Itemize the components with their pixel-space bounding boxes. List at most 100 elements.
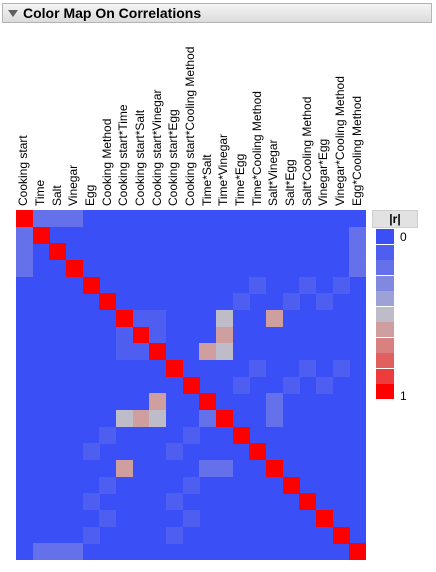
heatmap-cell: 0.2 (349, 243, 367, 261)
heatmap-cell: 0.1 (299, 360, 317, 377)
heatmap-cell: 0.1 (299, 276, 317, 294)
heatmap-cell: 0.1 (332, 360, 350, 377)
legend-title: |r| (372, 210, 418, 228)
heatmap-cell: 1 (266, 460, 283, 477)
column-label: Cooking start (16, 135, 31, 206)
column-label: Vinegar (66, 164, 81, 206)
column-label: Time (33, 179, 47, 206)
heatmap-cell: 1 (66, 260, 83, 277)
column-label: Salt*Vinegar (266, 139, 281, 207)
heatmap-cell: 1 (199, 393, 217, 411)
legend-max-label: 1 (400, 389, 407, 403)
heatmap-cell: 1 (316, 510, 333, 527)
legend-swatch (376, 275, 394, 291)
column-label: Egg (83, 184, 97, 206)
heatmap-cell: 0.1 (166, 493, 183, 511)
heatmap-cell: 0.5 (216, 310, 233, 327)
column-label: Cooking start*Cooling Method (183, 46, 197, 206)
heatmap-cell: 0.1 (182, 476, 200, 494)
heatmap-cell: 0.1 (316, 293, 333, 311)
heatmap-cell: 0.1 (249, 360, 267, 377)
heatmap-cell: 0.1 (249, 276, 267, 294)
heatmap-cell: 0.05 (116, 326, 133, 344)
heatmap-cell: 1 (216, 410, 233, 427)
heatmap-cell: 0.1 (166, 526, 183, 544)
heatmap-cell: 0.1 (82, 526, 100, 544)
legend-swatch (376, 353, 394, 368)
heatmap-cell: 0.05 (132, 343, 150, 361)
legend-swatch (376, 291, 394, 306)
legend-min-label: 0 (400, 230, 407, 244)
legend-swatch (376, 229, 394, 244)
column-label: Salt (49, 185, 64, 206)
legend-swatch (376, 244, 394, 260)
heatmap-cell: 0.1 (99, 476, 117, 494)
column-label: Time*Egg (233, 153, 247, 206)
heatmap-cell: 1 (299, 493, 317, 511)
heatmap-cell: 1 (82, 276, 100, 294)
heatmap-cell: 0.1 (282, 293, 300, 311)
column-label: Vinegar*Egg (316, 138, 331, 206)
heatmap-cell: 1 (232, 426, 250, 444)
heatmap-cell: 0.1 (82, 443, 100, 461)
heatmap-cell: 0.2 (32, 543, 50, 561)
heatmap-cell: 0.1 (182, 426, 200, 444)
legend-swatch (376, 322, 394, 337)
legend-swatch (376, 260, 394, 275)
column-label: Cooking start*Vinegar (149, 89, 164, 206)
heatmap-cell: 0.2 (66, 210, 83, 227)
heatmap-cell: 0.1 (82, 493, 100, 511)
heatmap-cell: 0.2 (49, 543, 67, 561)
heatmap-cell: 0.05 (149, 326, 167, 344)
heatmap-cell: 0.05 (132, 310, 150, 327)
heatmap-cell: 1 (149, 343, 167, 361)
triangle-down-icon[interactable] (8, 9, 18, 17)
heatmap-cell: 1 (132, 326, 150, 344)
heatmap-cell: 0.2 (349, 226, 367, 244)
heatmap-cell: 1 (116, 310, 133, 327)
heatmap-cell: 0.6 (149, 393, 167, 411)
heatmap-cell: 1 (166, 360, 183, 377)
heatmap-cell: 0.1 (232, 293, 250, 311)
legend-swatch (376, 306, 394, 322)
legend-swatch (376, 384, 394, 399)
heatmap-cell: 0.2 (16, 243, 33, 261)
panel-header[interactable]: Color Map On Correlations (2, 3, 432, 23)
heatmap-cell: 0.2 (216, 460, 233, 477)
heatmap-cell: 1 (49, 243, 67, 261)
heatmap-cell: 0.1 (332, 276, 350, 294)
column-label: Cooking Method (99, 118, 114, 206)
column-label: Salt*Egg (283, 159, 297, 206)
heatmap-cell: 0.1 (166, 443, 183, 461)
heatmap-cell: 1 (99, 293, 117, 311)
heatmap-cell: 0.2 (266, 393, 283, 411)
column-label: Time*Salt (199, 154, 214, 206)
heatmap-cell: 0.6 (199, 343, 217, 361)
panel-title: Color Map On Correlations (23, 5, 202, 21)
legend-swatch (376, 337, 394, 353)
heatmap-cell: 1 (332, 526, 350, 544)
heatmap-cell: 0.5 (149, 410, 167, 427)
column-label: Time*Cooling Method (249, 91, 264, 206)
heatmap-cell: 0.2 (66, 543, 83, 561)
heatmap-cell: 0.6 (132, 410, 150, 427)
heatmap-cell: 0.1 (232, 376, 250, 394)
heatmap-cell: 0.2 (32, 210, 50, 227)
column-label: Salt*Cooling Method (299, 96, 314, 206)
column-label: Time*Vinegar (216, 133, 231, 206)
heatmap-cell: 0.6 (116, 460, 133, 477)
heatmap-cell: 1 (282, 476, 300, 494)
heatmap-cell: 0.2 (199, 410, 217, 427)
heatmap-cell: 1 (16, 210, 33, 227)
heatmap-cell: 1 (349, 543, 367, 561)
heatmap-cell: 0.2 (266, 410, 283, 427)
heatmap-cell: 0.6 (216, 326, 233, 344)
heatmap-cell: 0.1 (99, 510, 117, 527)
heatmap-cell: 0.2 (349, 260, 367, 277)
heatmap-cell: 0.05 (149, 310, 167, 327)
heatmap-cell: 1 (182, 376, 200, 394)
heatmap-cell: 0.1 (99, 426, 117, 444)
column-label: Cooking start*Egg (166, 109, 181, 206)
column-label: Egg*Cooling Method (349, 95, 364, 206)
heatmap-cell: 0.1 (316, 376, 333, 394)
